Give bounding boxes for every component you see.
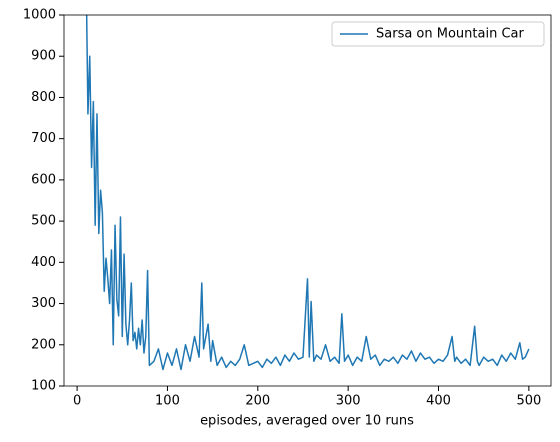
y-tick-label: 900 xyxy=(31,49,56,64)
y-tick-label: 500 xyxy=(31,214,56,229)
data-line xyxy=(85,15,530,371)
x-tick-label: 400 xyxy=(426,394,451,409)
legend-label: Sarsa on Mountain Car xyxy=(376,27,524,42)
x-tick-label: 100 xyxy=(155,394,180,409)
y-tick-label: 800 xyxy=(31,90,56,105)
y-tick-label: 300 xyxy=(31,296,56,311)
x-tick-label: 0 xyxy=(73,394,81,409)
y-tick-label: 1000 xyxy=(23,8,56,23)
x-tick-label: 200 xyxy=(245,394,270,409)
legend-box xyxy=(331,21,545,47)
y-tick-label: 100 xyxy=(31,379,56,394)
y-tick-label: 600 xyxy=(31,172,56,187)
x-tick-label: 300 xyxy=(336,394,361,409)
axes-frame xyxy=(63,14,552,387)
y-tick-label: 400 xyxy=(31,255,56,270)
y-tick-label: 200 xyxy=(31,337,56,352)
x-tick-label: 500 xyxy=(516,394,541,409)
plot-area xyxy=(85,15,530,371)
x-axis-label: episodes, averaged over 10 runs xyxy=(200,414,414,429)
y-tick-label: 700 xyxy=(31,131,56,146)
